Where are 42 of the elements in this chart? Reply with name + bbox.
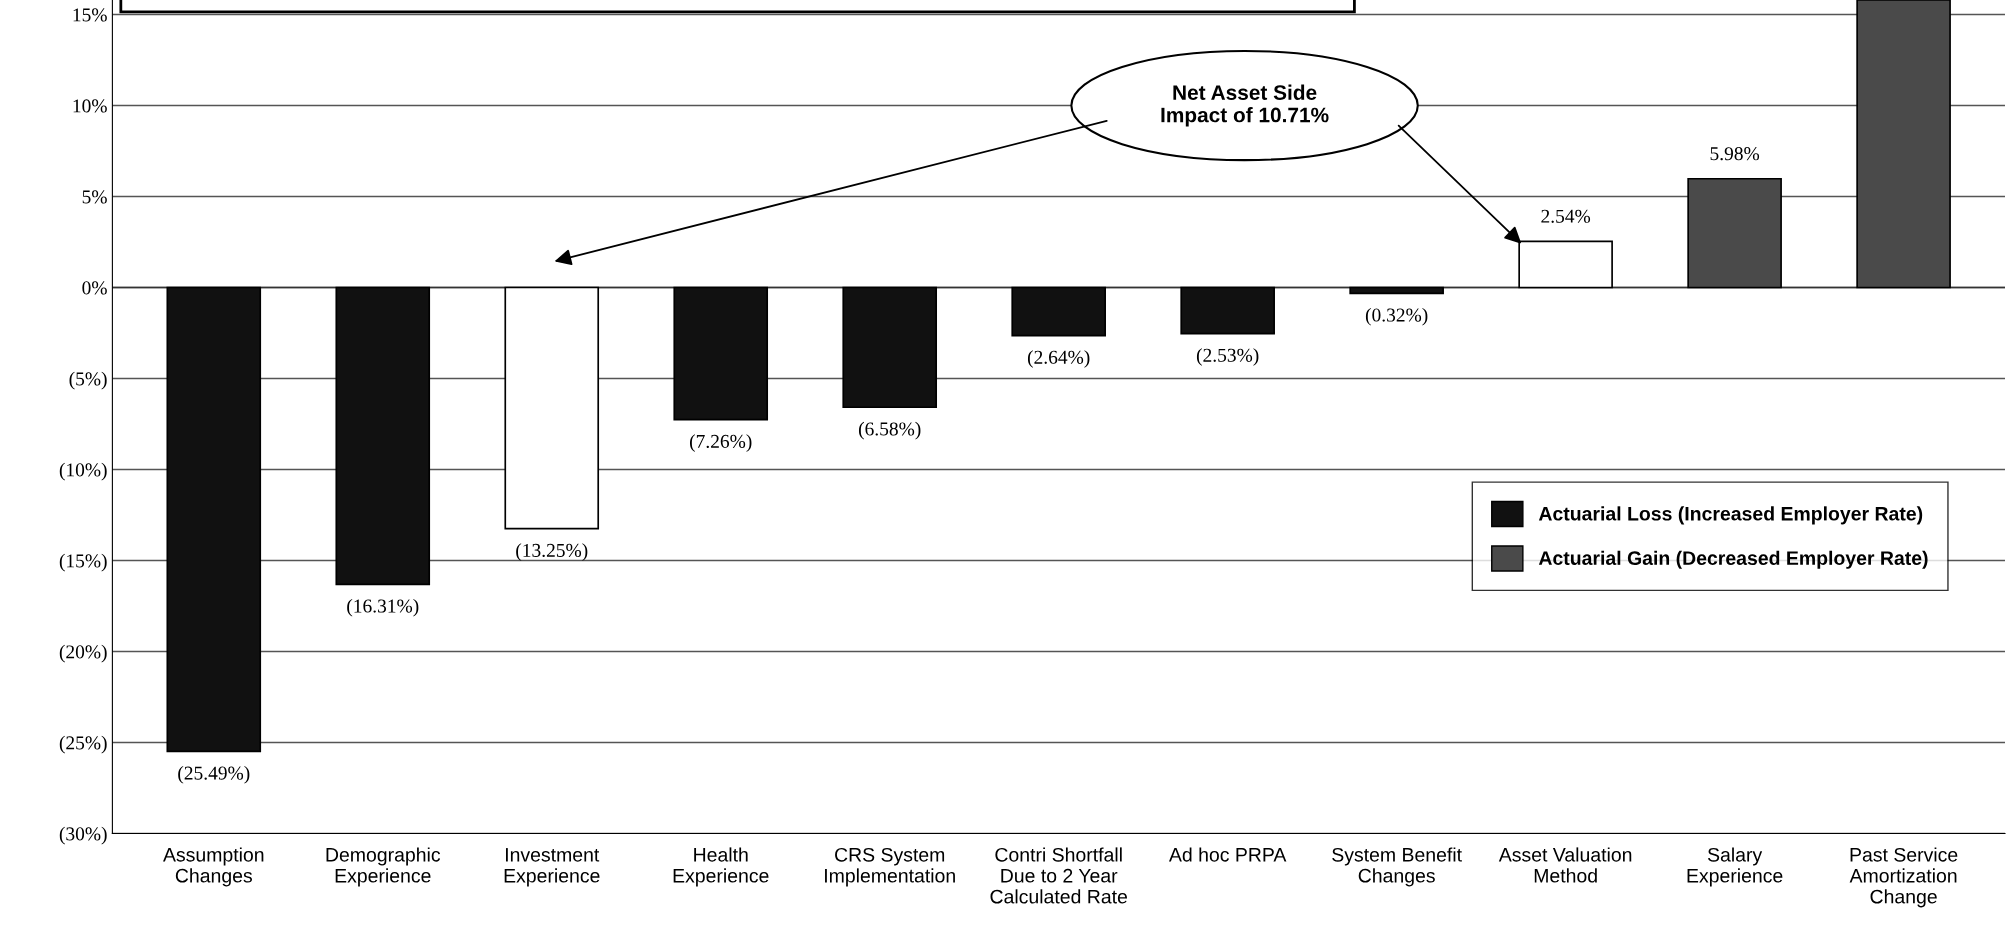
- x-tick-label: Investment Experience: [504, 848, 600, 887]
- y-tick-label: 15%: [73, 8, 107, 22]
- data-label: (2.64%): [1027, 350, 1090, 368]
- legend-label: Actuarial Gain (Decreased Employer Rate): [1538, 550, 1928, 569]
- annotation: Net Asset Side Impact of 10.71%: [1161, 84, 1329, 127]
- x-tick-label: Assumption Changes: [163, 847, 264, 887]
- data-label: (0.32%): [1365, 307, 1428, 326]
- x-tick-label: Contri Shortfall Due to 2 Year Calculated Rate: [990, 847, 1128, 904]
- x-tick-label: System Benefit Changes: [1332, 847, 1462, 887]
- x-tick-label: Ad hoc PRPA: [1168, 847, 1287, 862]
- bar: [166, 286, 262, 753]
- y-tick-label: (30%): [59, 826, 107, 845]
- bar: [673, 286, 769, 421]
- data-label: 2.54%: [1541, 209, 1591, 223]
- y-tick-label: (10%): [59, 462, 107, 481]
- x-tick-label: Past Service Amortization Change: [1849, 847, 1958, 908]
- y-tick-label: 10%: [73, 99, 107, 113]
- data-label: (6.58%): [858, 421, 921, 440]
- bar: [1180, 286, 1275, 335]
- bar: [504, 286, 600, 530]
- data-label: (16.31%): [347, 598, 419, 617]
- bar: [1349, 286, 1444, 295]
- data-label: (25.49%): [178, 765, 250, 784]
- bar: [842, 286, 938, 409]
- bar: [335, 286, 431, 586]
- data-label: (2.53%): [1196, 348, 1259, 366]
- data-label: 5.98%: [1710, 147, 1760, 161]
- x-tick-label: Demographic Experience: [326, 847, 441, 887]
- x-tick-label: Asset Valuation Method: [1498, 847, 1632, 883]
- x-tick-label: CRS System Implementation: [825, 847, 955, 887]
- y-tick-label: 5%: [82, 190, 107, 204]
- y-tick-label: (15%): [59, 553, 107, 572]
- y-tick-label: (5%): [69, 371, 107, 390]
- x-tick-label: Salary Experience: [1687, 847, 1783, 887]
- x-tick-label: Health Experience: [673, 847, 769, 887]
- y-tick-label: (20%): [59, 644, 107, 663]
- data-label: (7.26%): [690, 434, 752, 452]
- legend-label: Actuarial Loss (Increased Employer Rate): [1538, 506, 1923, 525]
- bar: [1011, 286, 1106, 337]
- y-tick-label: 0%: [82, 281, 107, 295]
- data-label: (13.25%): [516, 543, 588, 561]
- y-tick-label: (25%): [59, 735, 107, 754]
